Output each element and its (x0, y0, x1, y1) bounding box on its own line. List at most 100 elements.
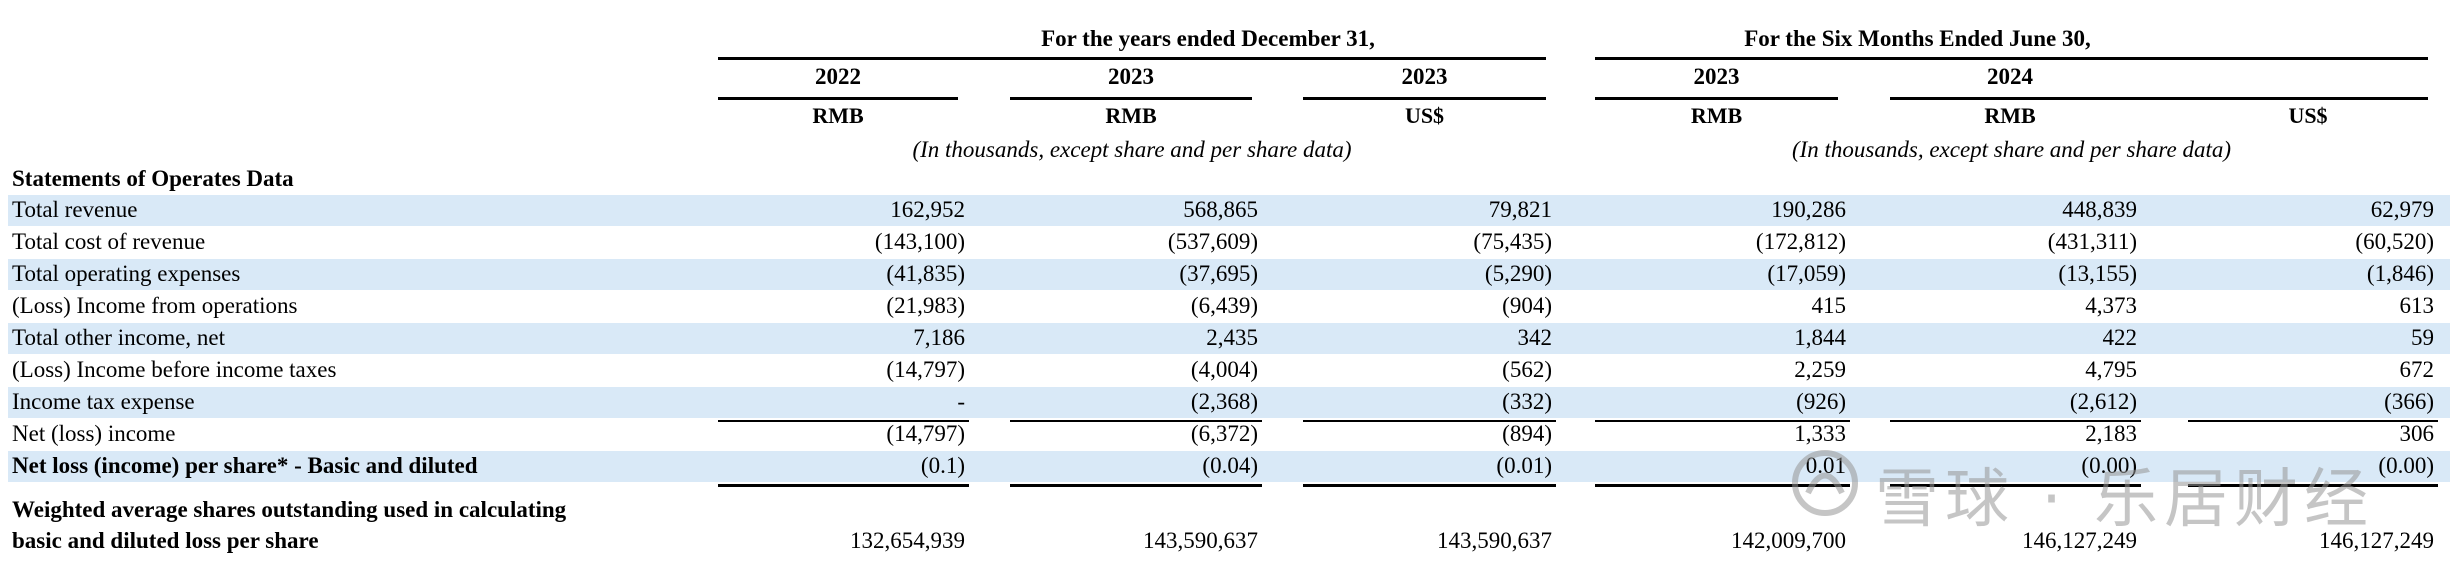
row-value: 448,839 (2062, 197, 2137, 222)
row-value: 4,373 (2085, 293, 2137, 318)
row-value: (6,372) (1190, 421, 1258, 446)
row-label: Net (loss) income (12, 421, 176, 446)
total-rule (1890, 484, 2141, 487)
row-value: (0.04) (1202, 453, 1258, 478)
col2-year: 2023 (1108, 64, 1154, 89)
row-value: 146,127,249 (2319, 528, 2434, 553)
row-value: (332) (1502, 389, 1552, 414)
row-value: 143,590,637 (1437, 528, 1552, 553)
row-value: 142,009,700 (1731, 528, 1846, 553)
subtotal-rule (2188, 420, 2438, 422)
col4-year-rule (1595, 97, 1838, 100)
table-row: Net loss (income) per share* - Basic and… (8, 451, 2450, 482)
watermark-text: 雪球 · 乐居财经 (1875, 463, 2375, 537)
row-value: (926) (1796, 389, 1846, 414)
row-value: (6,439) (1190, 293, 1258, 318)
row-value: (4,004) (1190, 357, 1258, 382)
row-value: 2,435 (1206, 325, 1258, 350)
table-row: Income tax expense - (2,368) (332) (926) (2,6… (8, 387, 2450, 418)
subtotal-rule (1595, 420, 1850, 422)
row-value: 1,844 (1794, 325, 1846, 350)
col4-year: 2023 (1693, 64, 1740, 89)
row-value: (366) (2384, 389, 2434, 414)
row-value: (41,835) (886, 261, 965, 286)
row-value: (2,612) (2069, 389, 2137, 414)
row-value: 7,186 (913, 325, 965, 350)
total-rule (718, 484, 969, 487)
row-value: (537,609) (1167, 229, 1258, 254)
row-value: 62,979 (2370, 197, 2434, 222)
col2-currency: RMB (1105, 103, 1157, 128)
subtotal-rule (718, 420, 969, 422)
row-value: 2,183 (2085, 421, 2137, 446)
row-label-line1: Weighted average shares outstanding used… (12, 497, 567, 522)
subtotal-rule (1010, 420, 1262, 422)
row-value: (0.01) (1496, 453, 1552, 478)
col56-year-rule (1890, 97, 2428, 100)
years-group-title: For the years ended December 31, (1041, 26, 1375, 51)
row-value: (75,435) (1473, 229, 1552, 254)
row-value: 143,590,637 (1143, 528, 1258, 553)
col3-year-rule (1303, 97, 1546, 100)
row-value: 190,286 (1771, 197, 1846, 222)
row-label: Total other income, net (12, 325, 225, 350)
row-value: 2,259 (1794, 357, 1846, 382)
col5-currency: RMB (1984, 103, 2036, 128)
years-units-note: (In thousands, except share and per shar… (912, 137, 1352, 162)
row-value: (37,695) (1179, 261, 1258, 286)
row-value: (13,155) (2058, 261, 2137, 286)
row-value: (14,797) (886, 421, 965, 446)
subtotal-rule (1303, 420, 1556, 422)
row-value: 132,654,939 (850, 528, 965, 553)
years-group-rule (718, 57, 1546, 60)
row-value: 342 (1517, 325, 1553, 350)
row-label: (Loss) Income before income taxes (12, 357, 337, 382)
col6-currency: US$ (2288, 103, 2328, 128)
table-row: Net (loss) income (14,797) (6,372) (894) 1,3… (8, 419, 2450, 450)
table-row: Total cost of revenue (143,100) (537,609) (… (8, 227, 2450, 258)
row-value: 613 (2399, 293, 2435, 318)
section-title: Statements of Operates Data (12, 166, 294, 191)
row-value: (2,368) (1190, 389, 1258, 414)
row-value: (1,846) (2366, 261, 2434, 286)
col1-year-rule (718, 97, 958, 100)
row-value: (172,812) (1755, 229, 1846, 254)
row-value: (14,797) (886, 357, 965, 382)
row-value: 59 (2411, 325, 2434, 350)
row-value: (0.1) (920, 453, 965, 478)
total-rule (1010, 484, 1262, 487)
row-value: (904) (1502, 293, 1552, 318)
six-months-units-note: (In thousands, except share and per shar… (1791, 137, 2232, 162)
row-label: (Loss) Income from operations (12, 293, 298, 318)
row-value: 568,865 (1183, 197, 1258, 222)
table-row: Total revenue 162,952 568,865 79,821 190,286… (8, 195, 2450, 226)
row-value: (562) (1502, 357, 1552, 382)
row-value: 146,127,249 (2022, 528, 2137, 553)
row-label: Total revenue (12, 197, 138, 222)
row-value: (431,311) (2047, 229, 2137, 254)
row-label: Net loss (income) per share* - Basic and… (12, 453, 478, 478)
row-value: - (957, 389, 965, 414)
row-label-line2: basic and diluted loss per share (12, 528, 319, 553)
total-rule (1595, 484, 1850, 487)
col3-year: 2023 (1401, 64, 1448, 89)
row-value: 162,952 (890, 197, 965, 222)
row-label: Income tax expense (12, 389, 195, 414)
col3-currency: US$ (1404, 103, 1445, 128)
col2-year-rule (1010, 97, 1252, 100)
total-rule (1303, 484, 1556, 487)
row-value: (60,520) (2355, 229, 2434, 254)
row-value: (894) (1502, 421, 1552, 446)
col4-currency: RMB (1690, 103, 1743, 128)
row-value: 422 (2102, 325, 2138, 350)
row-value: 672 (2399, 357, 2435, 382)
row-value: 4,795 (2085, 357, 2137, 382)
row-label: Total cost of revenue (12, 229, 206, 254)
row-value: (143,100) (874, 229, 965, 254)
table-row: Total operating expenses (41,835) (37,695)… (8, 259, 2450, 290)
snowball-logo-icon (1792, 450, 1858, 516)
table-row: Total other income, net 7,186 2,435 342 1,84… (8, 323, 2450, 354)
row-value: 415 (1811, 293, 1847, 318)
row-label: Total operating expenses (12, 261, 241, 286)
row-value: (17,059) (1767, 261, 1846, 286)
